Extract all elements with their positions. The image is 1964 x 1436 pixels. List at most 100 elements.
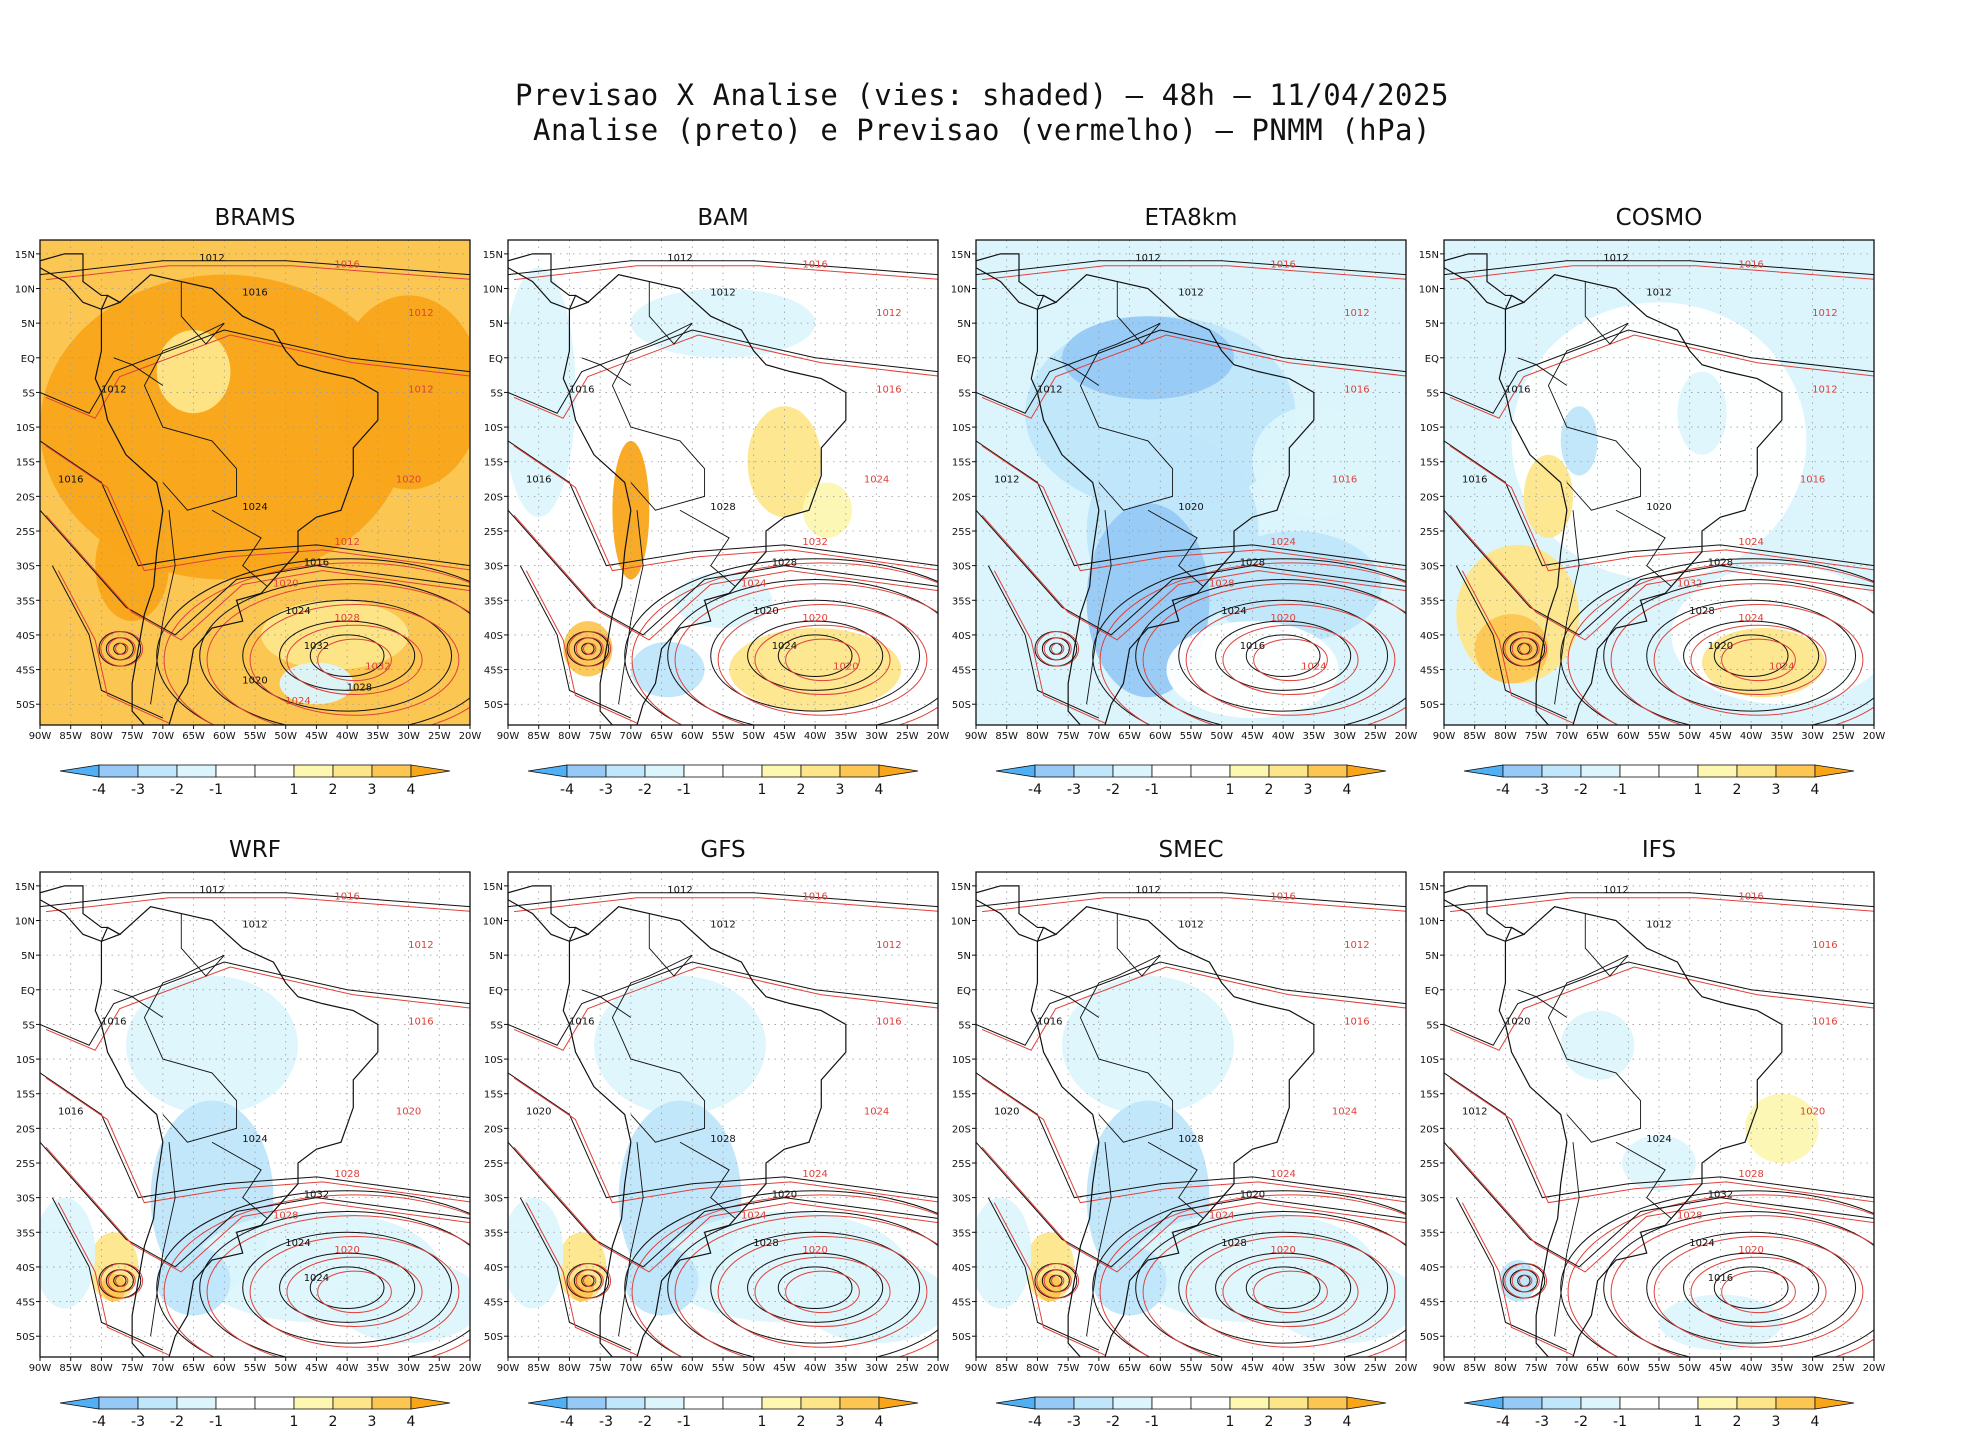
x-tick-label: 45W — [1709, 731, 1732, 742]
analysis-isobar — [40, 440, 470, 567]
colorbar-label: 2 — [1733, 1414, 1742, 1430]
colorbar-segment — [1190, 764, 1231, 778]
x-tick-label: 50W — [1210, 1363, 1233, 1374]
y-tick-label: EQ — [1425, 354, 1439, 365]
isobar-label: 1016 — [58, 1107, 83, 1118]
panel-gfs: GFS 1012 1016 1012 1012 1016 1016 1020 1024 1028 1… — [478, 822, 950, 1430]
analysis-isobar — [1444, 961, 1874, 1046]
colorbar-segment — [137, 1396, 178, 1410]
panel-cosmo: COSMO 1012 1016 1012 1012 1016 1012 1016 1016 102… — [1414, 190, 1886, 798]
forecast-isobar — [1567, 1194, 1874, 1357]
forecast-low-isobar — [575, 637, 604, 661]
isobar-label: 1024 — [864, 1107, 889, 1118]
x-tick-label: 20W — [927, 1363, 950, 1374]
x-tick-label: 65W — [182, 1363, 205, 1374]
isobar-label: 1024 — [1332, 1107, 1357, 1118]
analysis-isobar — [1135, 579, 1406, 725]
forecast-isobar — [1653, 603, 1864, 716]
y-tick-label: 15S — [1420, 1090, 1439, 1101]
figure-title: Previsao X Analise (vies: shaded) – 48h … — [515, 78, 1449, 112]
analysis-isobar — [976, 892, 1406, 908]
colorbar-segment — [1814, 1396, 1855, 1410]
forecast-low-isobar — [575, 1269, 604, 1293]
x-tick-label: 35W — [835, 1363, 858, 1374]
y-tick-label: 35S — [1420, 1228, 1439, 1239]
x-tick-label: 80W — [558, 1363, 581, 1374]
colorbar-label: 2 — [329, 1414, 338, 1430]
analysis-isobar — [1215, 620, 1352, 691]
x-tick-label: 25W — [1364, 731, 1387, 742]
y-tick-label: 40S — [1420, 631, 1439, 642]
y-tick-label: 15N — [15, 882, 35, 893]
panel-wrf: WRF 1012 1016 1012 1012 1016 1016 1016 1020 1024 1… — [10, 822, 482, 1430]
colorbar-segment — [1190, 1396, 1231, 1410]
isobar-label: 1028 — [772, 558, 797, 569]
y-tick-label: 35S — [16, 1228, 35, 1239]
analysis-isobar — [1444, 509, 1874, 636]
forecast-low-isobar — [115, 642, 129, 655]
bias-area — [40, 1197, 96, 1309]
bias-area — [1560, 1010, 1635, 1080]
isobar-label: 1012 — [1812, 384, 1837, 395]
y-tick-label: EQ — [1425, 986, 1439, 997]
analysis-isobar — [508, 440, 938, 567]
x-tick-label: 30W — [397, 1363, 420, 1374]
forecast-isobar — [1690, 1256, 1827, 1328]
y-tick-label: 25S — [1420, 1159, 1439, 1170]
country-border — [150, 1142, 176, 1337]
x-tick-label: 70W — [152, 731, 175, 742]
y-tick-label: 15S — [16, 458, 35, 469]
colorbar-segment — [1463, 1396, 1504, 1410]
central-america-coastline — [508, 885, 590, 942]
colorbar-label: -1 — [1613, 782, 1627, 798]
forecast-low-isobar — [1051, 1274, 1065, 1287]
colorbar-segment — [1502, 764, 1543, 778]
isobar-label: 1012 — [199, 885, 224, 896]
forecast-isobar — [1099, 562, 1406, 725]
analysis-isobar — [508, 260, 938, 276]
y-tick-label: 20S — [16, 492, 35, 503]
bias-area — [802, 482, 852, 538]
panel-eta8km: ETA8km 1012 1016 1012 1012 1012 1016 1012 1016 10… — [946, 190, 1418, 798]
analysis-isobar — [1646, 599, 1857, 712]
bias-area — [630, 641, 705, 698]
forecast-isobar — [513, 265, 938, 281]
x-tick-label: 50W — [274, 1363, 297, 1374]
central-america-coastline — [508, 253, 590, 310]
country-border — [1554, 1142, 1580, 1337]
country-border — [1547, 954, 1642, 1143]
analysis-isobar — [976, 509, 1406, 636]
isobar-label: 1028 — [1677, 1210, 1702, 1221]
forecast-isobar — [1185, 603, 1396, 716]
forecast-isobar — [317, 638, 392, 682]
analysis-isobar — [667, 1211, 938, 1357]
colorbar-segment — [527, 764, 568, 778]
colorbar-segment — [1112, 1396, 1153, 1410]
colorbar-segment — [1346, 764, 1387, 778]
x-tick-label: 65W — [1586, 731, 1609, 742]
x-tick-label: 60W — [1149, 731, 1172, 742]
country-border — [611, 954, 706, 1143]
isobar-label: 1016 — [569, 1016, 594, 1027]
forecast-low-isobar — [100, 630, 144, 667]
isobar-label: 1024 — [772, 641, 797, 652]
forecast-isobar — [981, 265, 1406, 281]
y-tick-label: 5N — [489, 951, 503, 962]
colorbar-segment — [1658, 764, 1699, 778]
x-tick-label: 75W — [589, 1363, 612, 1374]
x-tick-label: 45W — [773, 731, 796, 742]
colorbar-segment — [215, 764, 256, 778]
x-tick-label: 55W — [1648, 1363, 1671, 1374]
forecast-isobar — [513, 334, 938, 419]
isobar-label: 1016 — [1037, 1016, 1062, 1027]
analysis-isobar — [242, 599, 453, 712]
forecast-isobar — [785, 638, 860, 682]
analysis-isobar — [242, 1231, 453, 1344]
forecast-isobar — [513, 514, 938, 641]
forecast-isobar — [1449, 514, 1874, 641]
x-tick-label: 85W — [1463, 731, 1486, 742]
isobar-label: 1012 — [101, 384, 126, 395]
country-border — [581, 357, 632, 386]
x-tick-label: 40W — [804, 731, 827, 742]
colorbar-label: -3 — [1535, 782, 1549, 798]
